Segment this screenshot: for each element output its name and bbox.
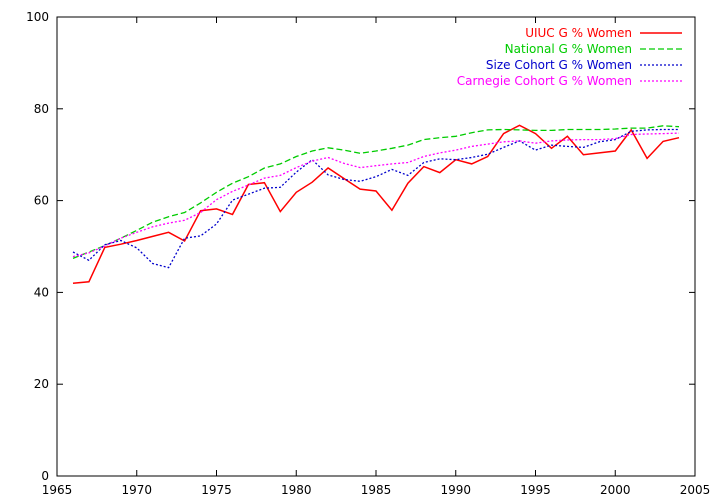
y-tick-label: 20 [34, 377, 49, 391]
x-tick-label: 1990 [440, 483, 471, 497]
y-tick-label: 40 [34, 285, 49, 299]
legend-label-1: UIUC G % Women [525, 26, 632, 40]
x-tick-label: 1965 [42, 483, 73, 497]
x-tick-label: 1980 [281, 483, 312, 497]
x-tick-label: 1985 [361, 483, 392, 497]
series-line-3 [72, 128, 679, 269]
x-tick-label: 1970 [121, 483, 152, 497]
y-tick-label: 100 [26, 10, 49, 24]
series-line-4 [72, 132, 680, 258]
axes: 1965 1970 1975 1980 1985 1990 1995 2000 2005 0 20 4… [26, 10, 710, 497]
legend-label-3: Size Cohort G % Women [486, 58, 632, 72]
x-tick-label: 1975 [201, 483, 232, 497]
y-tick-label: 60 [34, 194, 49, 208]
y-tick-label: 80 [34, 102, 49, 116]
legend-label-2: National G % Women [505, 42, 632, 56]
x-tick-label: 2005 [680, 483, 711, 497]
y-tick-label: 0 [41, 469, 49, 483]
series-line-2 [72, 125, 680, 260]
x-tick-label: 1995 [520, 483, 551, 497]
legend: UIUC G % Women National G % Women Size Coh… [457, 26, 682, 88]
series-line-1 [72, 124, 680, 284]
legend-label-4: Carnegie Cohort G % Women [457, 74, 632, 88]
series-group [72, 124, 680, 284]
x-tick-label: 2000 [600, 483, 631, 497]
